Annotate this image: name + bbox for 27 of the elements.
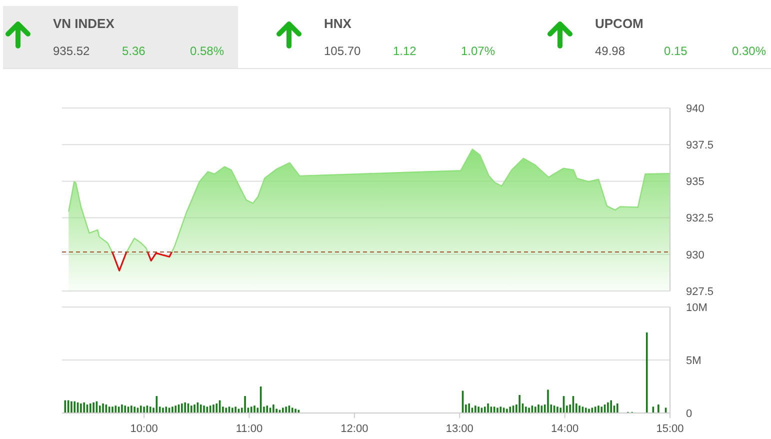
y-tick-label: 5M bbox=[686, 354, 702, 367]
text: 49.98 bbox=[595, 44, 626, 58]
y-tick-label: 940 bbox=[686, 102, 704, 115]
y-tick-label: 935 bbox=[686, 176, 704, 188]
text: 1.07% bbox=[461, 44, 496, 58]
y-tick-label: 932.5 bbox=[686, 212, 714, 225]
x-tick-label: 14:00 bbox=[551, 423, 579, 435]
x-tick-label: 10:00 bbox=[130, 423, 158, 435]
text: 935.52 bbox=[53, 44, 90, 58]
category-label: UPCOM bbox=[595, 16, 644, 31]
x-tick-label: 13:00 bbox=[446, 423, 474, 435]
text: 0.15 bbox=[664, 44, 688, 58]
y-tick-label: 0 bbox=[686, 408, 692, 420]
text: 1.12 bbox=[393, 44, 417, 58]
y-tick-label: 10M bbox=[686, 302, 708, 314]
x-tick-label: 12:00 bbox=[340, 423, 368, 435]
text: 0.58% bbox=[190, 44, 224, 58]
y-tick-label: 927.5 bbox=[686, 286, 714, 298]
category-label: HNX bbox=[324, 16, 352, 31]
text: 0.30% bbox=[732, 44, 766, 58]
text: 105.70 bbox=[324, 44, 362, 58]
y-tick-label: 930 bbox=[686, 249, 704, 262]
x-tick-label: 11:00 bbox=[236, 423, 263, 435]
text: 5.36 bbox=[122, 44, 146, 58]
category-label: VN INDEX bbox=[53, 16, 115, 31]
y-tick-label: 937.5 bbox=[686, 139, 714, 152]
x-tick-label: 15:00 bbox=[656, 423, 684, 435]
